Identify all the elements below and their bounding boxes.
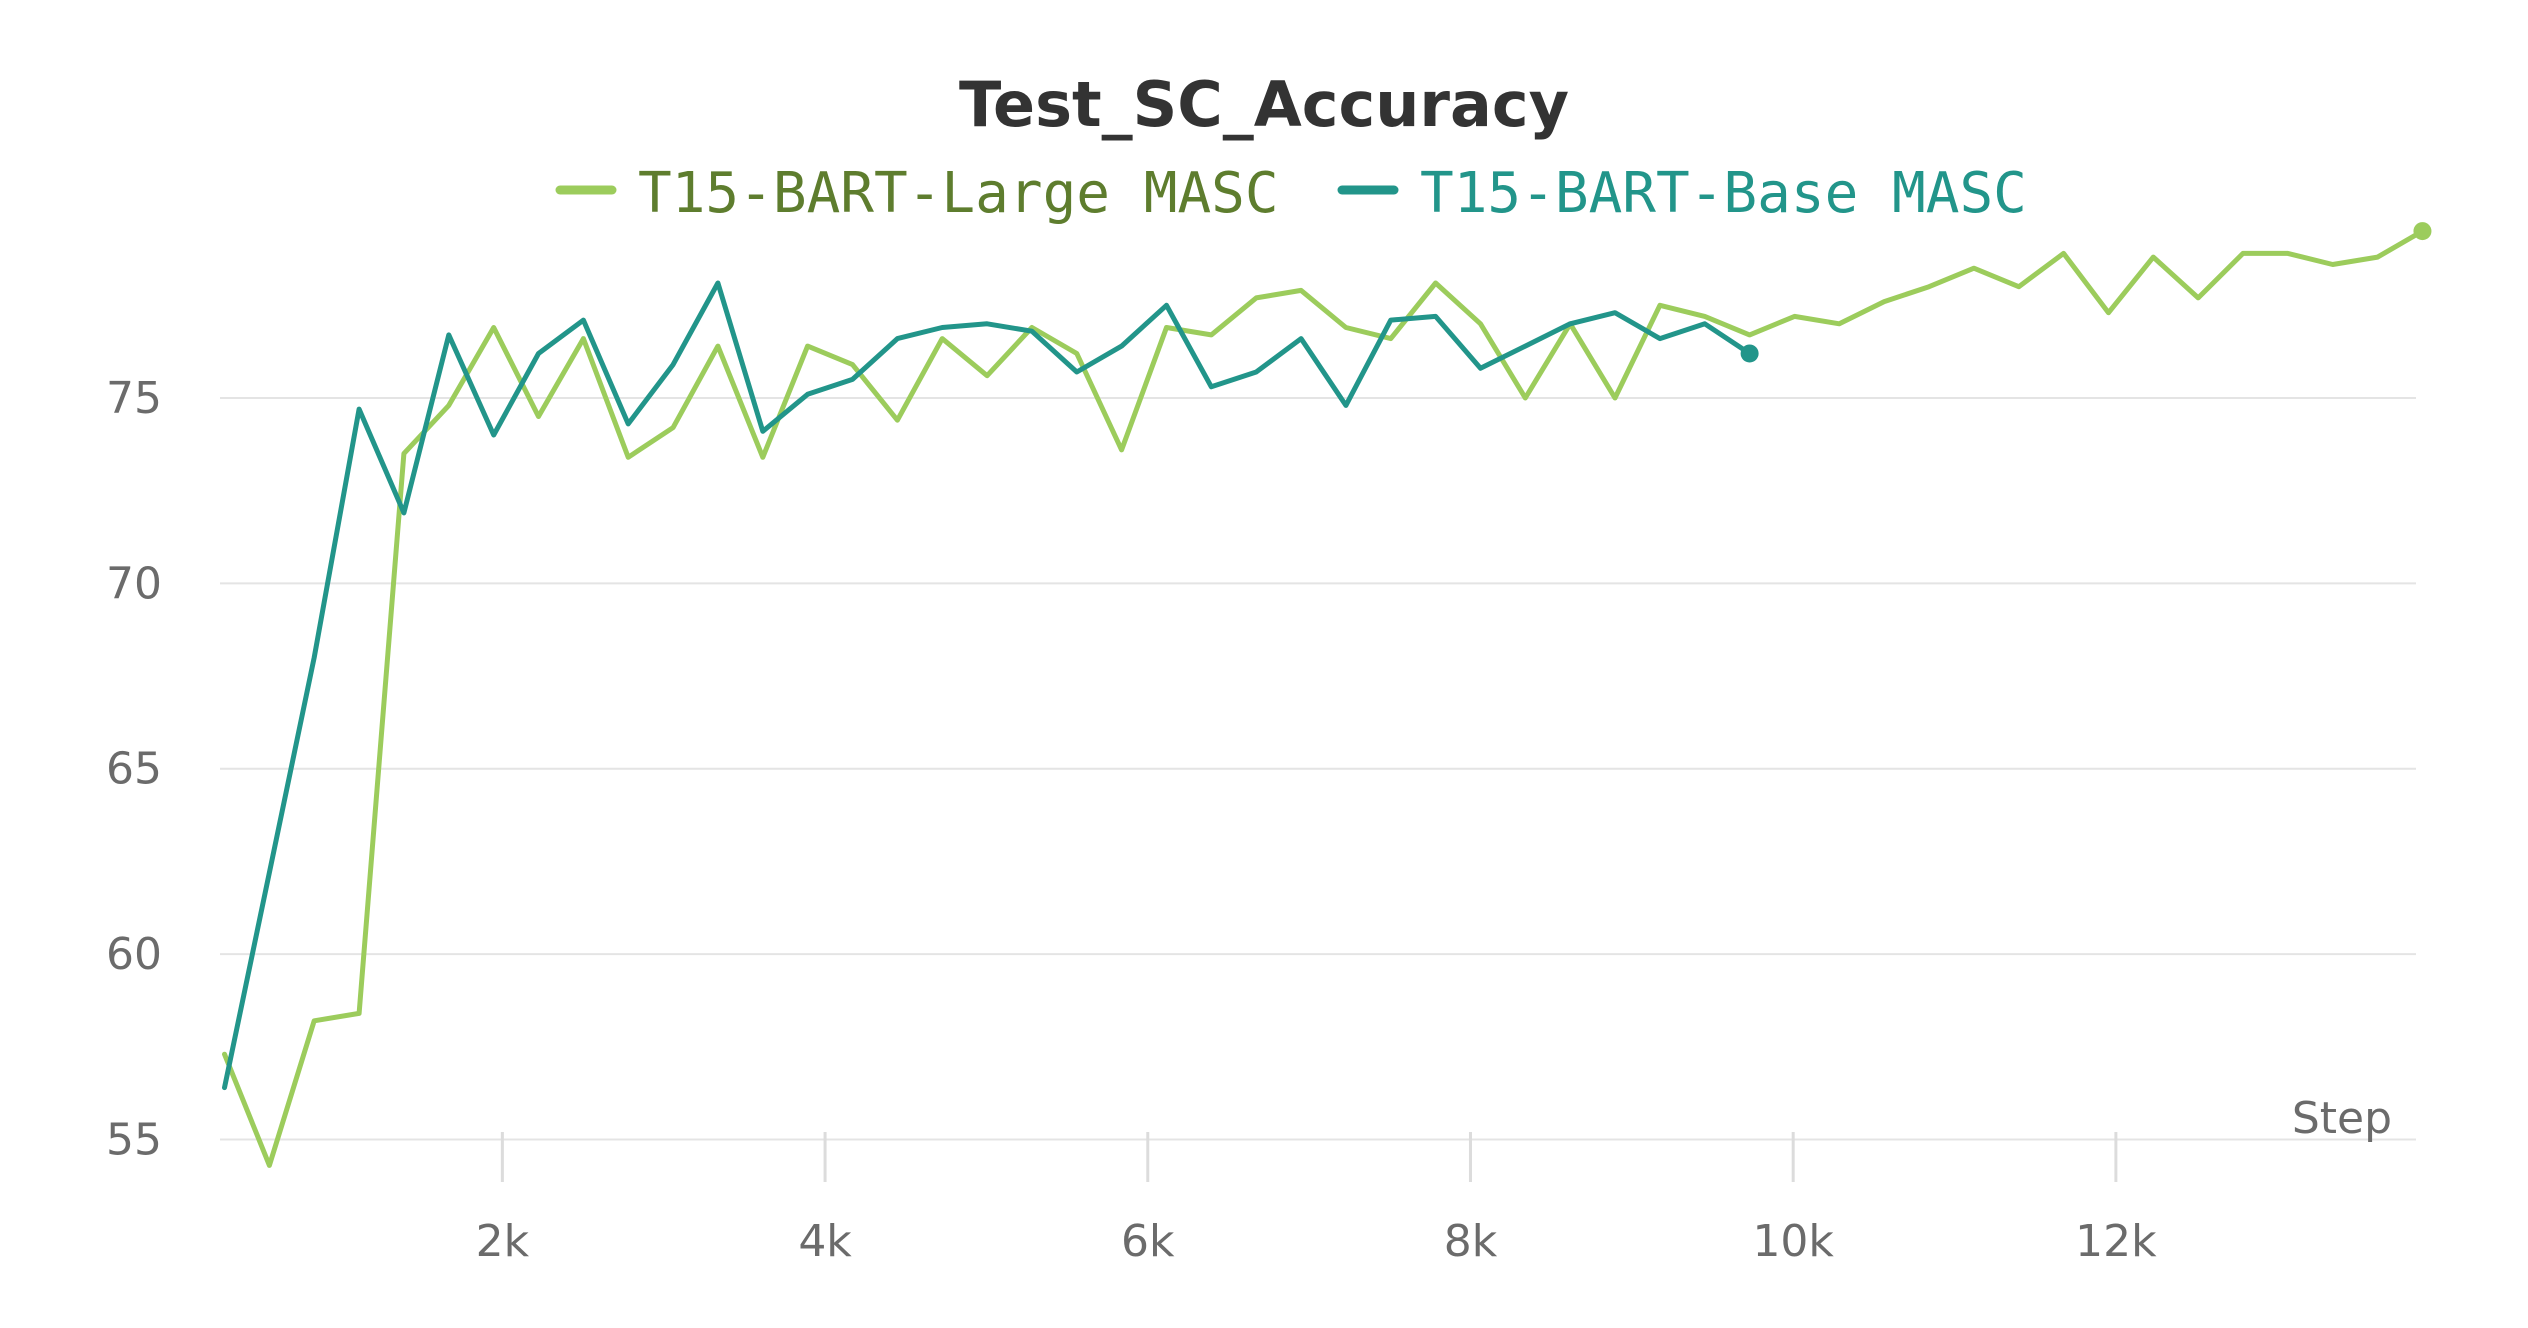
series-lines [222, 222, 2432, 1168]
legend-label-large: T15-BART-Large MASC [638, 161, 1279, 226]
series-end-point-base [1740, 344, 1759, 363]
x-axis-label: Step [2292, 1093, 2392, 1144]
x-tick-label: 4k [798, 1216, 852, 1267]
legend-item-base[interactable]: T15-BART-Base MASC [1337, 161, 2027, 226]
y-tick-label: 70 [106, 558, 162, 609]
x-tick-label: 12k [2075, 1216, 2157, 1267]
x-tick-label: 6k [1121, 1216, 1175, 1267]
y-tick-label: 60 [106, 929, 162, 980]
chart-title: Test_SC_Accuracy [959, 68, 1569, 141]
legend-label-base: T15-BART-Base MASC [1420, 161, 2027, 226]
legend-item-large[interactable]: T15-BART-Large MASC [555, 161, 1279, 226]
legend: T15-BART-Large MASC T15-BART-Base MASC [555, 161, 2027, 226]
series-end-point-large [2413, 222, 2432, 241]
x-tick-label: 10k [1752, 1216, 1834, 1267]
y-tick-label: 65 [106, 744, 162, 795]
y-axis: 55 60 65 70 75 [106, 373, 162, 1166]
series-line-large [222, 228, 2425, 1168]
series-line-base [222, 280, 1753, 1091]
x-axis: 2k 4k 6k 8k 10k 12k [476, 1132, 2157, 1267]
x-tick-label: 2k [476, 1216, 530, 1267]
grid-lines [220, 396, 2416, 1141]
y-tick-label: 75 [106, 373, 162, 424]
x-tick-label: 8k [1444, 1216, 1498, 1267]
y-tick-label: 55 [106, 1114, 162, 1165]
